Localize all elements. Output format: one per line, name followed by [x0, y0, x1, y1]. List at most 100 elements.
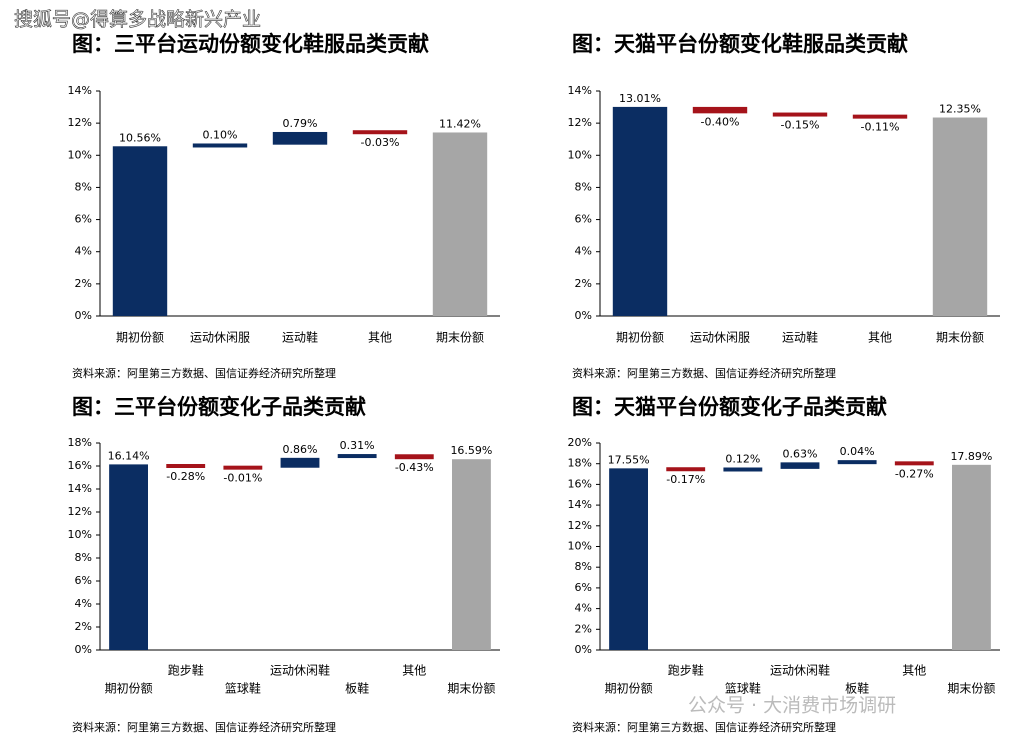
source-note: 资料来源：阿里第三方数据、国信证券经济研究所整理	[72, 720, 336, 734]
y-tick-label: 12%	[68, 505, 92, 518]
y-tick-label: 10%	[568, 540, 592, 553]
value-label: 0.63%	[783, 447, 818, 460]
bar	[432, 132, 488, 316]
bar	[109, 464, 148, 650]
y-tick-label: 18%	[568, 457, 592, 470]
x-tick-label: 跑步鞋	[168, 663, 204, 678]
x-tick-label: 运动休闲服	[190, 331, 250, 345]
y-tick-label: 6%	[575, 213, 592, 226]
x-tick-label: 其他	[368, 331, 392, 345]
y-tick-label: 0%	[75, 643, 92, 656]
y-tick-label: 0%	[575, 309, 592, 322]
bar	[609, 468, 648, 650]
bar	[112, 146, 168, 316]
y-tick-label: 0%	[575, 643, 592, 656]
y-tick-label: 4%	[575, 245, 592, 258]
value-label: -0.43%	[395, 461, 434, 474]
bar	[192, 143, 248, 148]
watermark: 搜狐号@得算多战略新兴产业	[14, 9, 261, 31]
value-label: 12.35%	[939, 103, 981, 116]
bar	[932, 117, 988, 317]
y-tick-label: 2%	[575, 622, 592, 635]
x-tick-label: 运动休闲服	[690, 331, 750, 345]
chart-title: 图：三平台份额变化子品类贡献	[72, 395, 366, 419]
bar	[952, 464, 991, 650]
x-tick-label: 运动鞋	[782, 330, 818, 345]
value-label: 17.55%	[608, 453, 650, 466]
value-label: 0.10%	[203, 128, 238, 141]
y-tick-label: 4%	[575, 602, 592, 615]
value-label: 10.56%	[119, 131, 161, 144]
x-tick-label: 期初份额	[116, 331, 164, 345]
bar	[352, 130, 408, 135]
bar	[837, 460, 877, 465]
y-tick-label: 12%	[68, 116, 92, 129]
y-tick-label: 16%	[68, 459, 92, 472]
bar	[772, 112, 828, 117]
y-tick-label: 12%	[568, 116, 592, 129]
value-label: 13.01%	[619, 92, 661, 105]
bar	[612, 106, 668, 317]
bar	[452, 459, 491, 650]
x-tick-label: 其他	[868, 331, 892, 345]
y-tick-label: 6%	[575, 581, 592, 594]
chart-title: 图：天猫平台份额变化子品类贡献	[572, 395, 887, 419]
value-label: -0.03%	[361, 136, 400, 149]
bar	[723, 467, 763, 472]
value-label: -0.40%	[701, 115, 740, 128]
x-tick-label: 其他	[402, 664, 426, 678]
source-note: 资料来源：阿里第三方数据、国信证券经济研究所整理	[572, 366, 836, 380]
value-label: 11.42%	[439, 117, 481, 130]
x-tick-label: 期末份额	[436, 331, 484, 345]
value-label: 0.86%	[283, 443, 318, 456]
y-tick-label: 16%	[568, 477, 592, 490]
y-tick-label: 10%	[568, 148, 592, 161]
bar	[166, 464, 206, 468]
y-tick-label: 4%	[75, 245, 92, 258]
y-tick-label: 10%	[68, 528, 92, 541]
value-label: -0.27%	[895, 467, 934, 480]
x-tick-label: 板鞋	[345, 681, 369, 696]
bar	[223, 465, 263, 470]
source-note: 资料来源：阿里第三方数据、国信证券经济研究所整理	[72, 366, 336, 380]
x-tick-label: 运动鞋	[282, 330, 318, 345]
chart: 图：天猫平台份额变化鞋服品类贡献资料来源：阿里第三方数据、国信证券经济研究所整理…	[568, 32, 1000, 380]
value-label: 0.79%	[283, 117, 318, 130]
x-tick-label: 跑步鞋	[668, 663, 704, 678]
bar	[272, 131, 328, 145]
bar	[894, 461, 934, 466]
y-tick-label: 6%	[75, 213, 92, 226]
chart-title: 图：三平台运动份额变化鞋服品类贡献	[72, 32, 429, 56]
y-tick-label: 14%	[568, 84, 592, 97]
bar	[394, 454, 434, 460]
bar	[692, 106, 748, 114]
value-label: 17.89%	[950, 450, 992, 463]
y-tick-label: 18%	[68, 436, 92, 449]
y-tick-label: 20%	[568, 436, 592, 449]
y-tick-label: 8%	[75, 551, 92, 564]
y-tick-label: 2%	[75, 277, 92, 290]
y-tick-label: 6%	[75, 574, 92, 587]
value-label: 16.59%	[450, 444, 492, 457]
value-label: -0.01%	[223, 472, 262, 485]
chart-title: 图：天猫平台份额变化鞋服品类贡献	[572, 32, 908, 56]
x-tick-label: 期初份额	[616, 331, 664, 345]
value-label: -0.11%	[861, 121, 900, 134]
y-tick-label: 8%	[75, 180, 92, 193]
y-tick-label: 2%	[575, 277, 592, 290]
x-tick-label: 期初份额	[105, 682, 153, 696]
x-tick-label: 运动休闲鞋	[270, 663, 330, 678]
y-tick-label: 4%	[75, 597, 92, 610]
source-note: 资料来源：阿里第三方数据、国信证券经济研究所整理	[572, 720, 836, 734]
y-tick-label: 14%	[68, 482, 92, 495]
y-tick-label: 14%	[68, 84, 92, 97]
value-label: 16.14%	[108, 449, 150, 462]
chart: 图：三平台运动份额变化鞋服品类贡献资料来源：阿里第三方数据、国信证券经济研究所整…	[68, 32, 500, 380]
value-label: 0.12%	[725, 452, 760, 465]
y-tick-label: 10%	[68, 148, 92, 161]
value-label: -0.28%	[166, 470, 205, 483]
bar	[852, 114, 908, 119]
bar	[780, 462, 820, 469]
y-tick-label: 8%	[575, 560, 592, 573]
